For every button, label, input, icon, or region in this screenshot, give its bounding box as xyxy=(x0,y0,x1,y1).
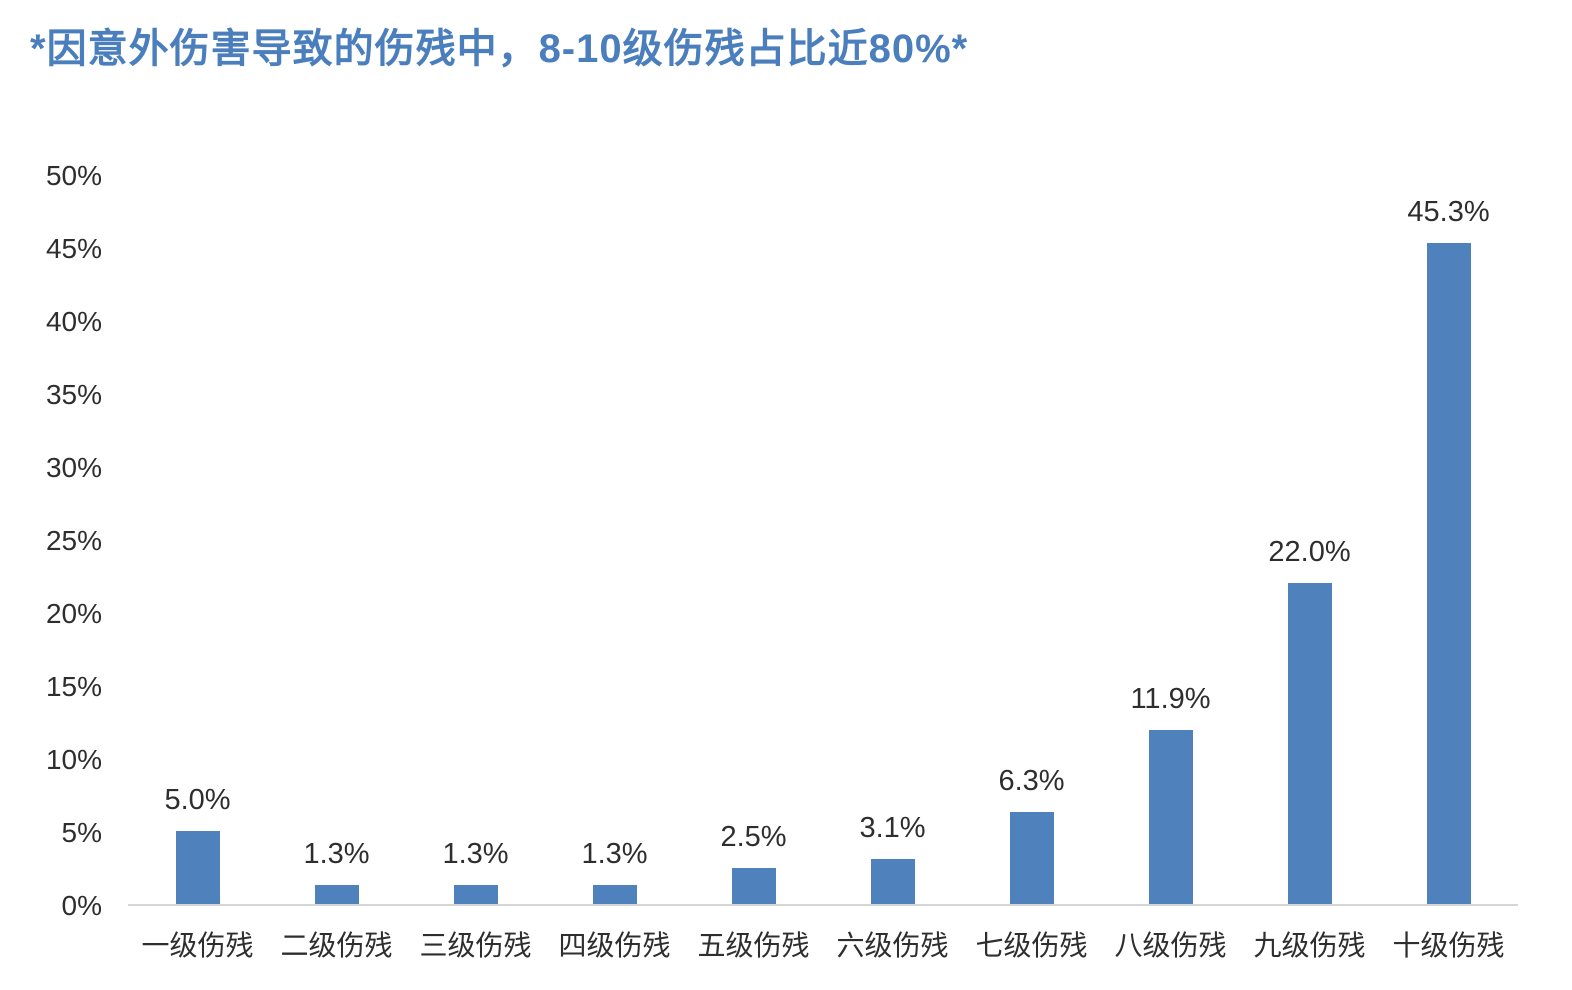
bar-二级伤残 xyxy=(314,885,359,904)
x-tick-label: 四级伤残 xyxy=(558,930,671,961)
bar-十级伤残 xyxy=(1426,242,1471,904)
bar-九级伤残 xyxy=(1287,582,1332,904)
bar-八级伤残 xyxy=(1148,730,1193,904)
y-tick-label: 45% xyxy=(45,233,102,264)
y-tick-label: 20% xyxy=(45,598,102,629)
y-tick-label: 5% xyxy=(61,817,102,848)
x-tick-label: 九级伤残 xyxy=(1253,930,1366,961)
bar-slot: 22.0% xyxy=(1240,176,1379,904)
bar-slot: 1.3% xyxy=(545,176,684,904)
bar-三级伤残 xyxy=(453,885,498,904)
plot-area: 5.0% 1.3% 1.3% 1.3% 2.5% 3.1% 6.3% 11.9% 22.0% 45… xyxy=(128,176,1518,906)
value-label: 11.9% xyxy=(1130,683,1211,716)
bar-六级伤残 xyxy=(870,858,915,904)
bar-slot: 6.3% xyxy=(962,176,1101,904)
y-tick-label: 50% xyxy=(45,160,102,191)
value-label: 3.1% xyxy=(859,811,926,844)
bar-一级伤残 xyxy=(175,831,220,904)
value-label: 1.3% xyxy=(581,838,648,871)
chart-title: *因意外伤害导致的伤残中，8-10级伤残占比近80%* xyxy=(30,27,969,71)
bar-slot: 11.9% xyxy=(1101,176,1240,904)
value-label: 2.5% xyxy=(720,820,787,853)
x-tick-label: 五级伤残 xyxy=(697,930,810,961)
bar-slot: 45.3% xyxy=(1379,176,1518,904)
y-tick-label: 15% xyxy=(45,671,102,702)
x-tick-label: 二级伤残 xyxy=(280,930,393,961)
value-label: 1.3% xyxy=(303,838,370,871)
x-tick-label: 八级伤残 xyxy=(1114,930,1227,961)
x-tick-label: 一级伤残 xyxy=(141,930,254,961)
bar-slot: 1.3% xyxy=(267,176,406,904)
value-label: 5.0% xyxy=(164,784,231,816)
x-tick-label: 三级伤残 xyxy=(419,930,532,961)
x-tick-label: 六级伤残 xyxy=(836,930,949,961)
value-label: 1.3% xyxy=(442,838,509,871)
value-label: 22.0% xyxy=(1268,535,1351,568)
bar-五级伤残 xyxy=(731,867,776,904)
x-tick-label: 十级伤残 xyxy=(1392,930,1505,961)
bar-slot: 3.1% xyxy=(823,176,962,904)
x-tick-label: 七级伤残 xyxy=(975,930,1088,961)
y-axis: 0% 5% 10% 15% 20% 25% 30% 35% 40% 45% 50% xyxy=(0,160,102,921)
y-tick-label: 40% xyxy=(45,306,102,337)
bar-slot: 1.3% xyxy=(406,176,545,904)
bar-slot: 2.5% xyxy=(684,176,823,904)
y-tick-label: 0% xyxy=(61,890,102,921)
y-tick-label: 10% xyxy=(45,744,102,775)
y-tick-label: 25% xyxy=(45,525,102,556)
x-axis: 一级伤残 二级伤残 三级伤残 四级伤残 五级伤残 六级伤残 七级伤残 八级伤残 九级伤残 十级伤残 xyxy=(128,924,1518,964)
bar-四级伤残 xyxy=(592,885,637,904)
y-tick-label: 30% xyxy=(45,452,102,483)
value-label: 6.3% xyxy=(998,765,1065,798)
value-label: 45.3% xyxy=(1407,195,1490,228)
y-tick-label: 35% xyxy=(45,379,102,410)
bar-slot: 5.0% xyxy=(128,176,267,904)
bar-七级伤残 xyxy=(1009,812,1054,904)
